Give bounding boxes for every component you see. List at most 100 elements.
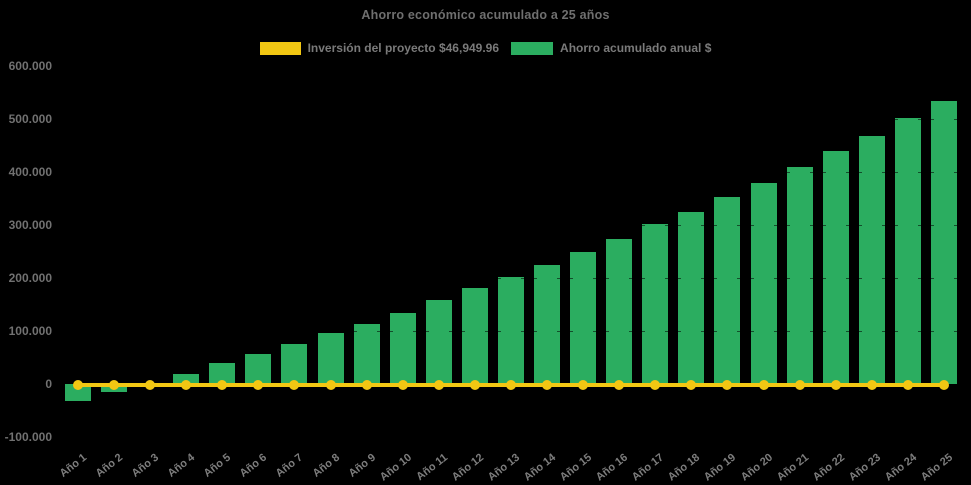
gridline-notch: [773, 331, 777, 332]
gridline-notch: [412, 331, 416, 332]
gridline-notch: [881, 172, 885, 173]
gridline-notch: [678, 278, 682, 279]
gridline-notch: [953, 225, 957, 226]
gridline-notch: [737, 278, 741, 279]
gridline-notch: [930, 225, 934, 226]
gridline-notch: [845, 331, 849, 332]
investment-line-marker: [650, 380, 661, 390]
gridline-notch: [917, 278, 921, 279]
bar-año-13: [497, 276, 524, 384]
gridline-notch: [353, 331, 357, 332]
gridline-notch: [858, 331, 862, 332]
gridline-notch: [894, 225, 898, 226]
bar-año-7: [281, 344, 308, 384]
gridline-notch: [953, 278, 957, 279]
y-axis-tick-label: 400.000: [8, 165, 52, 179]
gridline-notch: [786, 331, 790, 332]
investment-line-marker: [289, 380, 300, 390]
gridline-notch: [930, 278, 934, 279]
gridline-notch: [701, 225, 705, 226]
investment-line-marker: [145, 380, 156, 390]
gridline-notch: [930, 172, 934, 173]
bar-año-15: [570, 252, 597, 384]
gridline-notch: [570, 278, 574, 279]
gridline-notch: [917, 119, 921, 120]
investment-line-marker: [217, 380, 228, 390]
investment-line-marker: [902, 380, 913, 390]
gridline-notch: [593, 331, 597, 332]
gridline-notch: [953, 172, 957, 173]
gridline-notch: [678, 331, 682, 332]
investment-line-marker: [830, 380, 841, 390]
legend-item-savings[interactable]: Ahorro acumulado anual $: [511, 41, 711, 55]
investment-swatch-icon: [259, 41, 301, 55]
gridline-notch: [629, 331, 633, 332]
gridline-notch: [534, 278, 538, 279]
y-axis-tick-label: 500.000: [8, 112, 52, 126]
investment-line-marker: [361, 380, 372, 390]
gridline-notch: [858, 172, 862, 173]
gridline-notch: [484, 331, 488, 332]
gridline-notch: [894, 172, 898, 173]
bar-año-22: [822, 150, 849, 384]
investment-line-marker: [325, 380, 336, 390]
gridline-notch: [858, 225, 862, 226]
gridline-notch: [822, 331, 826, 332]
gridline-notch: [389, 331, 393, 332]
y-axis-tick-label: 600.000: [8, 59, 52, 73]
gridline-notch: [894, 119, 898, 120]
gridline-notch: [917, 331, 921, 332]
legend-item-investment[interactable]: Inversión del proyecto $46,949.96: [259, 41, 499, 55]
investment-line-marker: [73, 380, 83, 390]
gridline-notch: [714, 225, 718, 226]
investment-line-marker: [469, 380, 480, 390]
y-axis-tick-label: 300.000: [8, 218, 52, 232]
gridline-notch: [678, 225, 682, 226]
gridline-notch: [930, 119, 934, 120]
gridline-notch: [629, 278, 633, 279]
gridline-notch: [845, 278, 849, 279]
bar-año-5: [209, 363, 236, 384]
bar-año-9: [353, 324, 380, 384]
gridline-notch: [809, 278, 813, 279]
investment-line-marker: [614, 380, 625, 390]
gridline-notch: [809, 331, 813, 332]
legend-label-savings: Ahorro acumulado anual $: [560, 41, 712, 55]
gridline-notch: [786, 172, 790, 173]
gridline-notch: [497, 278, 501, 279]
gridline-notch: [881, 278, 885, 279]
gridline-notch: [750, 331, 754, 332]
investment-line-marker: [758, 380, 769, 390]
investment-line-marker: [938, 380, 949, 390]
gridline-notch: [858, 278, 862, 279]
bar-año-18: [678, 211, 705, 384]
gridline-notch: [773, 278, 777, 279]
chart-title: Ahorro económico acumulado a 25 años: [361, 8, 610, 22]
gridline-notch: [557, 331, 561, 332]
gridline-notch: [809, 225, 813, 226]
gridline-notch: [953, 331, 957, 332]
gridline-notch: [822, 172, 826, 173]
chart-legend: Inversión del proyecto $46,949.96 Ahorro…: [0, 41, 971, 55]
bar-año-12: [461, 288, 488, 384]
savings-swatch-icon: [511, 41, 554, 55]
gridline-notch: [642, 278, 646, 279]
investment-line-marker: [433, 380, 444, 390]
gridline-notch: [642, 331, 646, 332]
investment-line-marker: [866, 380, 877, 390]
y-axis-tick-label: 0: [45, 377, 52, 391]
gridline-notch: [881, 331, 885, 332]
gridline-notch: [642, 225, 646, 226]
gridline-notch: [786, 225, 790, 226]
gridline-notch: [557, 278, 561, 279]
gridline-notch: [845, 225, 849, 226]
gridline-notch: [665, 331, 669, 332]
investment-line-marker: [109, 380, 120, 390]
gridline-notch: [917, 172, 921, 173]
gridline-notch: [461, 331, 465, 332]
gridline-notch: [822, 278, 826, 279]
gridline-notch: [520, 331, 524, 332]
investment-line-marker: [722, 380, 733, 390]
y-axis-tick-label: -100.000: [4, 430, 52, 444]
